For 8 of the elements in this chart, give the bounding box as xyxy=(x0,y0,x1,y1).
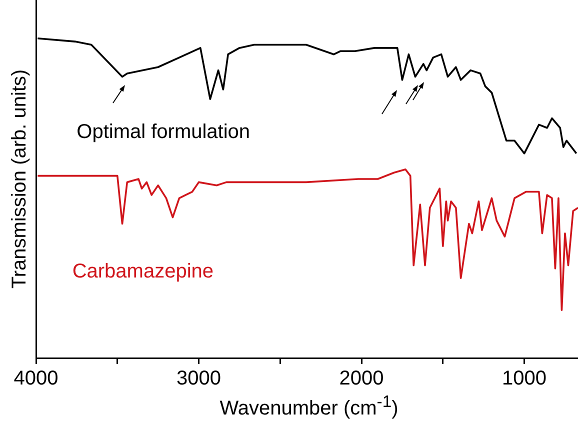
x-axis-title: Wavenumber (cm$^{-1}$) xyxy=(218,391,400,422)
legend-label: Optimal formulation xyxy=(76,120,250,143)
y-axis-title: Transmission (arb. units) xyxy=(8,69,31,289)
x-tick-label: 1000 xyxy=(502,368,547,390)
text: Carbamazepine xyxy=(72,260,214,283)
x-tick-label: 2000 xyxy=(339,368,384,390)
x-tick-label: 3000 xyxy=(176,368,222,390)
x-tick-label: 4000 xyxy=(14,368,58,390)
